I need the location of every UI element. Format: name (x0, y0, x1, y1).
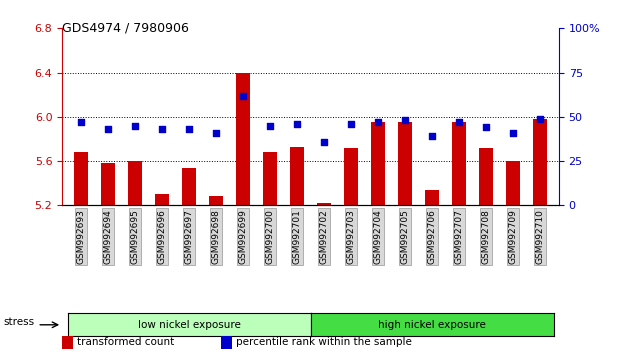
Bar (62, 336, 73, 349)
Text: GSM992709: GSM992709 (509, 209, 517, 264)
Point (454, 119, 464, 125)
Point (292, 121, 302, 127)
Text: high nickel exposure: high nickel exposure (378, 320, 486, 330)
Bar (371, 122, 385, 205)
Bar (533, 119, 546, 205)
Text: GSM992700: GSM992700 (266, 209, 274, 264)
Text: GSM992707: GSM992707 (455, 209, 463, 264)
Bar (398, 122, 412, 205)
Text: GSM992693: GSM992693 (76, 209, 86, 264)
Text: GSM992699: GSM992699 (238, 209, 248, 264)
Bar (479, 148, 492, 205)
Text: GSM992698: GSM992698 (212, 209, 220, 264)
Point (400, 118, 410, 123)
Point (184, 126, 194, 132)
Bar (209, 196, 223, 205)
Point (319, 139, 329, 144)
Bar (129, 161, 142, 205)
Bar (263, 152, 277, 205)
Point (481, 125, 491, 130)
Point (508, 130, 518, 136)
Text: GSM992704: GSM992704 (373, 209, 383, 264)
Bar (236, 73, 250, 205)
Point (103, 126, 113, 132)
Bar (221, 336, 232, 349)
Text: GSM992694: GSM992694 (104, 209, 112, 264)
Text: low nickel exposure: low nickel exposure (138, 320, 240, 330)
Point (76, 119, 86, 125)
Text: GSM992697: GSM992697 (184, 209, 194, 264)
Text: GSM992703: GSM992703 (347, 209, 355, 264)
Bar (425, 190, 439, 205)
Bar (155, 194, 169, 205)
Bar (290, 147, 304, 205)
Point (535, 116, 545, 121)
Text: GSM992701: GSM992701 (292, 209, 302, 264)
Text: GSM992708: GSM992708 (481, 209, 491, 264)
Text: GSM992695: GSM992695 (130, 209, 140, 264)
Text: GSM992696: GSM992696 (158, 209, 166, 264)
Bar (101, 163, 115, 205)
Text: transformed count: transformed count (77, 337, 175, 348)
Point (157, 126, 167, 132)
Text: GSM992702: GSM992702 (319, 209, 329, 264)
Text: GSM992705: GSM992705 (401, 209, 409, 264)
Text: stress: stress (3, 318, 34, 327)
Text: GSM992710: GSM992710 (535, 209, 545, 264)
Bar (344, 148, 358, 205)
Text: GDS4974 / 7980906: GDS4974 / 7980906 (62, 21, 189, 34)
Bar (452, 122, 466, 205)
Point (373, 119, 383, 125)
Bar (75, 152, 88, 205)
Point (130, 123, 140, 129)
Point (211, 130, 221, 136)
Text: GSM992706: GSM992706 (427, 209, 437, 264)
Point (346, 121, 356, 127)
Point (265, 123, 275, 129)
Bar (182, 168, 196, 205)
Point (238, 93, 248, 98)
Point (427, 133, 437, 139)
Bar (317, 203, 331, 205)
Text: percentile rank within the sample: percentile rank within the sample (236, 337, 412, 348)
Bar (506, 161, 520, 205)
